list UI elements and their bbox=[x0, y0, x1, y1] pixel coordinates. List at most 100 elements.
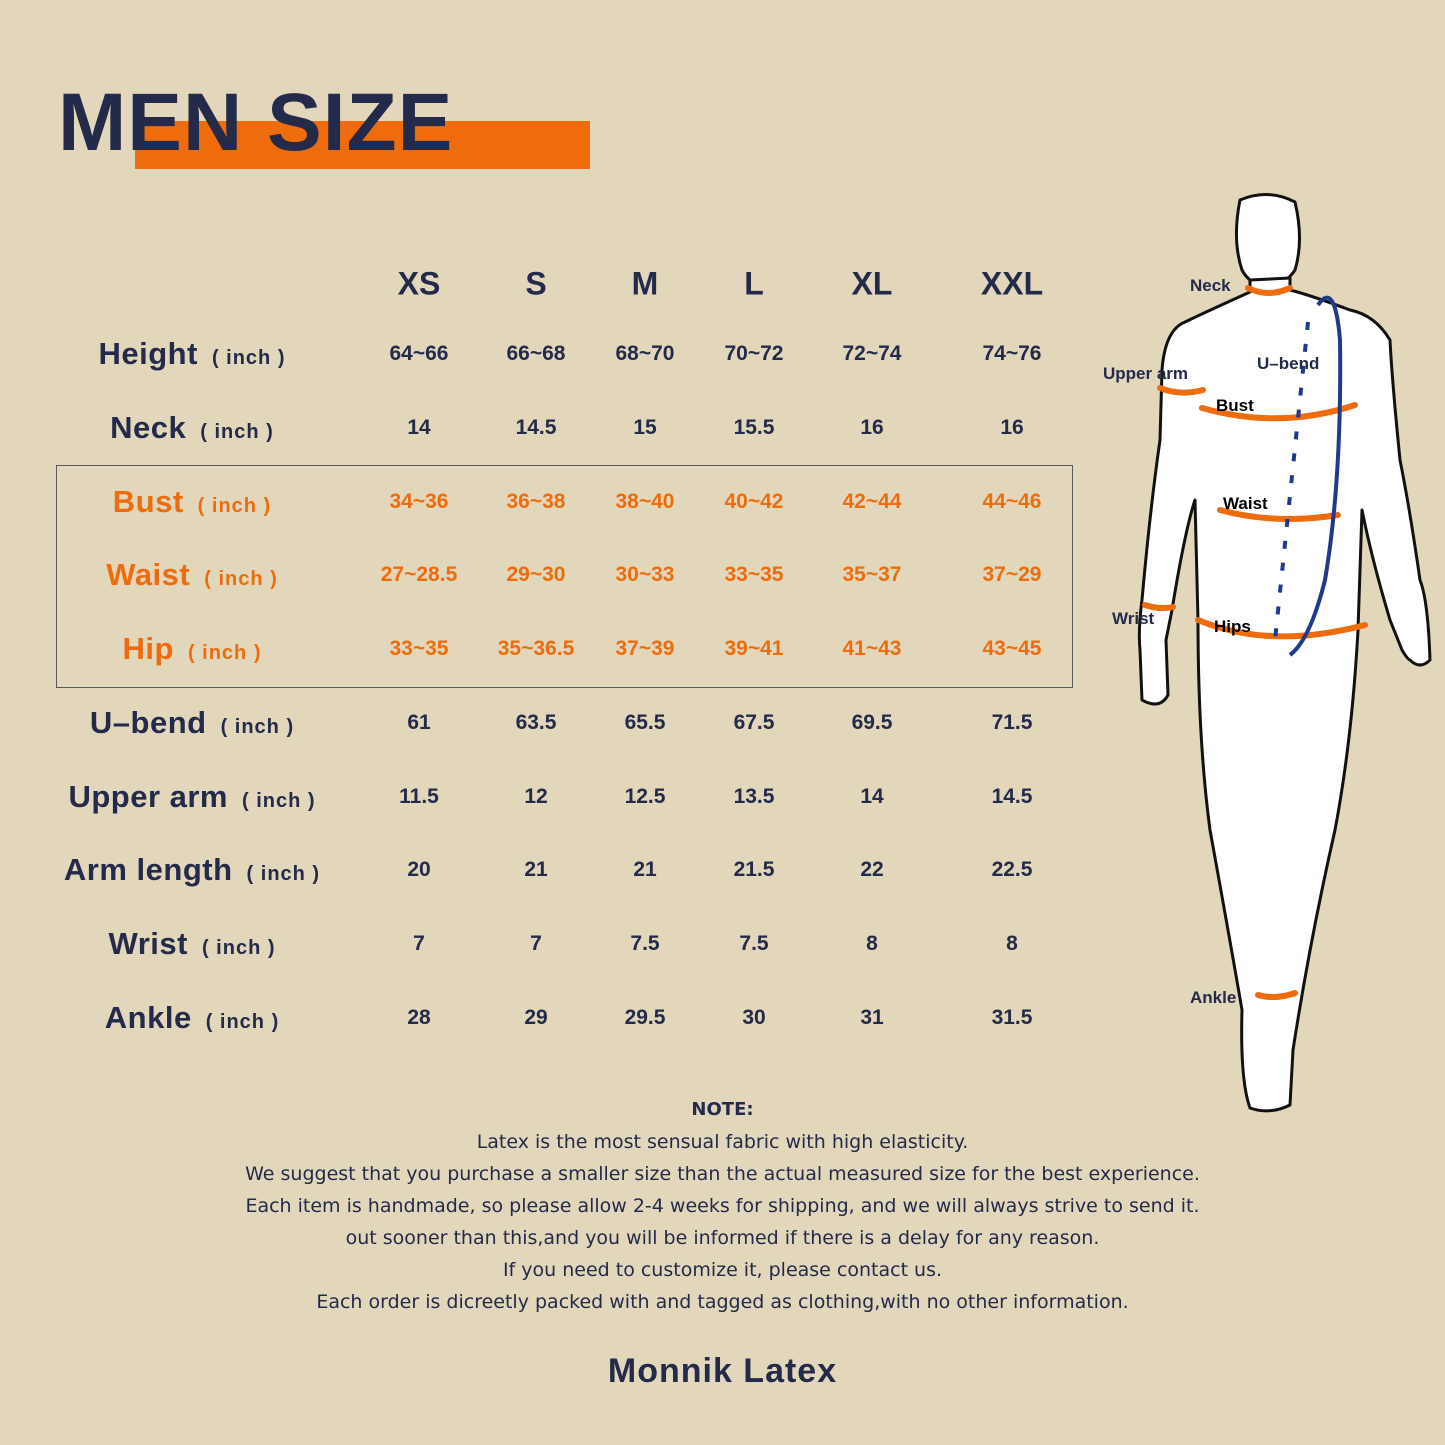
table-cell: 42~44 bbox=[842, 490, 902, 513]
table-cell: 29.5 bbox=[624, 1006, 666, 1029]
table-cell: 21 bbox=[633, 858, 657, 881]
table-cell: 14 bbox=[407, 416, 431, 439]
figure-label-upper-arm: Upper arm bbox=[1103, 364, 1189, 383]
row-unit: ( inch ) bbox=[211, 347, 286, 369]
table-cell: 44~46 bbox=[982, 490, 1042, 513]
figure-label-bust: Bust bbox=[1216, 396, 1254, 415]
title-underline-bar bbox=[135, 121, 590, 169]
row-label-text: Waist bbox=[106, 557, 191, 592]
table-cell: 68~70 bbox=[615, 342, 675, 365]
table-cell: 15.5 bbox=[733, 416, 775, 439]
note-line: We suggest that you purchase a smaller s… bbox=[245, 1163, 1200, 1185]
row-label-text: Ankle bbox=[104, 1000, 192, 1035]
row-label: Wrist ( inch ) bbox=[109, 926, 276, 962]
table-cell: 11.5 bbox=[399, 785, 439, 808]
body-outline-icon bbox=[1137, 193, 1432, 1113]
table-cell: 7 bbox=[413, 932, 425, 955]
table-cell: 20 bbox=[407, 858, 431, 881]
note-line: If you need to customize it, please cont… bbox=[502, 1259, 943, 1281]
table-cell: 72~74 bbox=[842, 342, 902, 365]
figure-label-waist: Waist bbox=[1223, 494, 1268, 513]
table-cell: 71.5 bbox=[991, 711, 1033, 734]
table-cell: 27~28.5 bbox=[380, 563, 458, 586]
row-label: Waist ( inch ) bbox=[106, 557, 278, 593]
note-line: out sooner than this,and you will be inf… bbox=[345, 1227, 1100, 1249]
figure-label-wrist: Wrist bbox=[1112, 609, 1155, 628]
table-cell: 63.5 bbox=[515, 711, 557, 734]
row-label-text: Hip bbox=[122, 631, 174, 666]
row-label-text: Wrist bbox=[108, 926, 188, 961]
table-cell: 37~39 bbox=[615, 637, 675, 660]
size-header: L bbox=[744, 265, 764, 302]
table-cell: 41~43 bbox=[842, 637, 902, 660]
table-cell: 16 bbox=[1000, 416, 1024, 439]
row-label: U–bend ( inch ) bbox=[90, 705, 294, 741]
table-cell: 7 bbox=[530, 932, 542, 955]
highlight-box bbox=[56, 465, 1073, 688]
table-cell: 29 bbox=[524, 1006, 548, 1029]
figure-label-neck: Neck bbox=[1190, 276, 1231, 295]
row-label: Neck ( inch ) bbox=[110, 410, 274, 446]
table-cell: 33~35 bbox=[724, 563, 784, 586]
table-cell: 30~33 bbox=[615, 563, 675, 586]
row-label: Upper arm ( inch ) bbox=[68, 779, 315, 815]
table-cell: 35~36.5 bbox=[497, 637, 575, 660]
figure-label-hips: Hips bbox=[1214, 617, 1251, 636]
table-cell: 30 bbox=[742, 1006, 766, 1029]
table-cell: 8 bbox=[1006, 932, 1018, 955]
table-cell: 36~38 bbox=[506, 490, 566, 513]
row-label-text: Bust bbox=[112, 484, 184, 519]
row-label: Bust ( inch ) bbox=[113, 484, 271, 520]
row-label-text: Height bbox=[98, 336, 198, 371]
table-cell: 33~35 bbox=[389, 637, 449, 660]
table-cell: 21.5 bbox=[733, 858, 775, 881]
table-cell: 70~72 bbox=[724, 342, 784, 365]
size-header: XL bbox=[851, 265, 893, 302]
table-cell: 7.5 bbox=[630, 932, 660, 955]
row-label: Ankle ( inch ) bbox=[105, 1000, 279, 1036]
row-unit: ( inch ) bbox=[205, 1011, 280, 1033]
row-label-text: Upper arm bbox=[68, 779, 228, 814]
body-figure: Neck Upper arm U–bend Bust Waist Wrist H… bbox=[1090, 180, 1445, 1120]
size-header: S bbox=[525, 265, 547, 302]
table-cell: 64~66 bbox=[389, 342, 449, 365]
note-line: Each item is handmade, so please allow 2… bbox=[245, 1195, 1200, 1217]
table-cell: 35~37 bbox=[842, 563, 902, 586]
table-cell: 65.5 bbox=[624, 711, 666, 734]
table-cell: 8 bbox=[866, 932, 878, 955]
row-label: Arm length ( inch ) bbox=[64, 852, 320, 888]
table-cell: 7.5 bbox=[739, 932, 769, 955]
row-label: Height ( inch ) bbox=[99, 336, 286, 372]
size-header: XS bbox=[397, 265, 441, 302]
row-label-text: U–bend bbox=[89, 705, 207, 740]
table-cell: 34~36 bbox=[389, 490, 449, 513]
table-cell: 22 bbox=[860, 858, 884, 881]
table-cell: 14.5 bbox=[515, 416, 557, 439]
table-cell: 69.5 bbox=[851, 711, 893, 734]
row-unit: ( inch ) bbox=[201, 937, 276, 959]
table-cell: 12.5 bbox=[624, 785, 666, 808]
table-cell: 31.5 bbox=[991, 1006, 1033, 1029]
table-cell: 28 bbox=[407, 1006, 431, 1029]
row-unit: ( inch ) bbox=[220, 716, 295, 738]
page-title: MEN SIZE bbox=[58, 77, 454, 168]
brand-name: Monnik Latex bbox=[607, 1352, 838, 1390]
row-label-text: Arm length bbox=[63, 852, 233, 887]
table-cell: 21 bbox=[524, 858, 548, 881]
note-line: Each order is dicreetly packed with and … bbox=[316, 1291, 1129, 1313]
table-cell: 74~76 bbox=[982, 342, 1042, 365]
row-unit: ( inch ) bbox=[246, 863, 321, 885]
size-header: M bbox=[631, 265, 659, 302]
table-cell: 29~30 bbox=[506, 563, 566, 586]
table-cell: 66~68 bbox=[506, 342, 566, 365]
table-cell: 37~29 bbox=[982, 563, 1042, 586]
row-unit: ( inch ) bbox=[242, 790, 316, 812]
note-title: NOTE: bbox=[691, 1099, 754, 1120]
row-unit: ( inch ) bbox=[197, 495, 272, 517]
row-label-text: Neck bbox=[110, 410, 187, 445]
table-cell: 43~45 bbox=[982, 637, 1042, 660]
row-unit: ( inch ) bbox=[204, 568, 278, 590]
row-unit: ( inch ) bbox=[187, 642, 262, 664]
table-cell: 31 bbox=[860, 1006, 884, 1029]
table-cell: 16 bbox=[860, 416, 884, 439]
